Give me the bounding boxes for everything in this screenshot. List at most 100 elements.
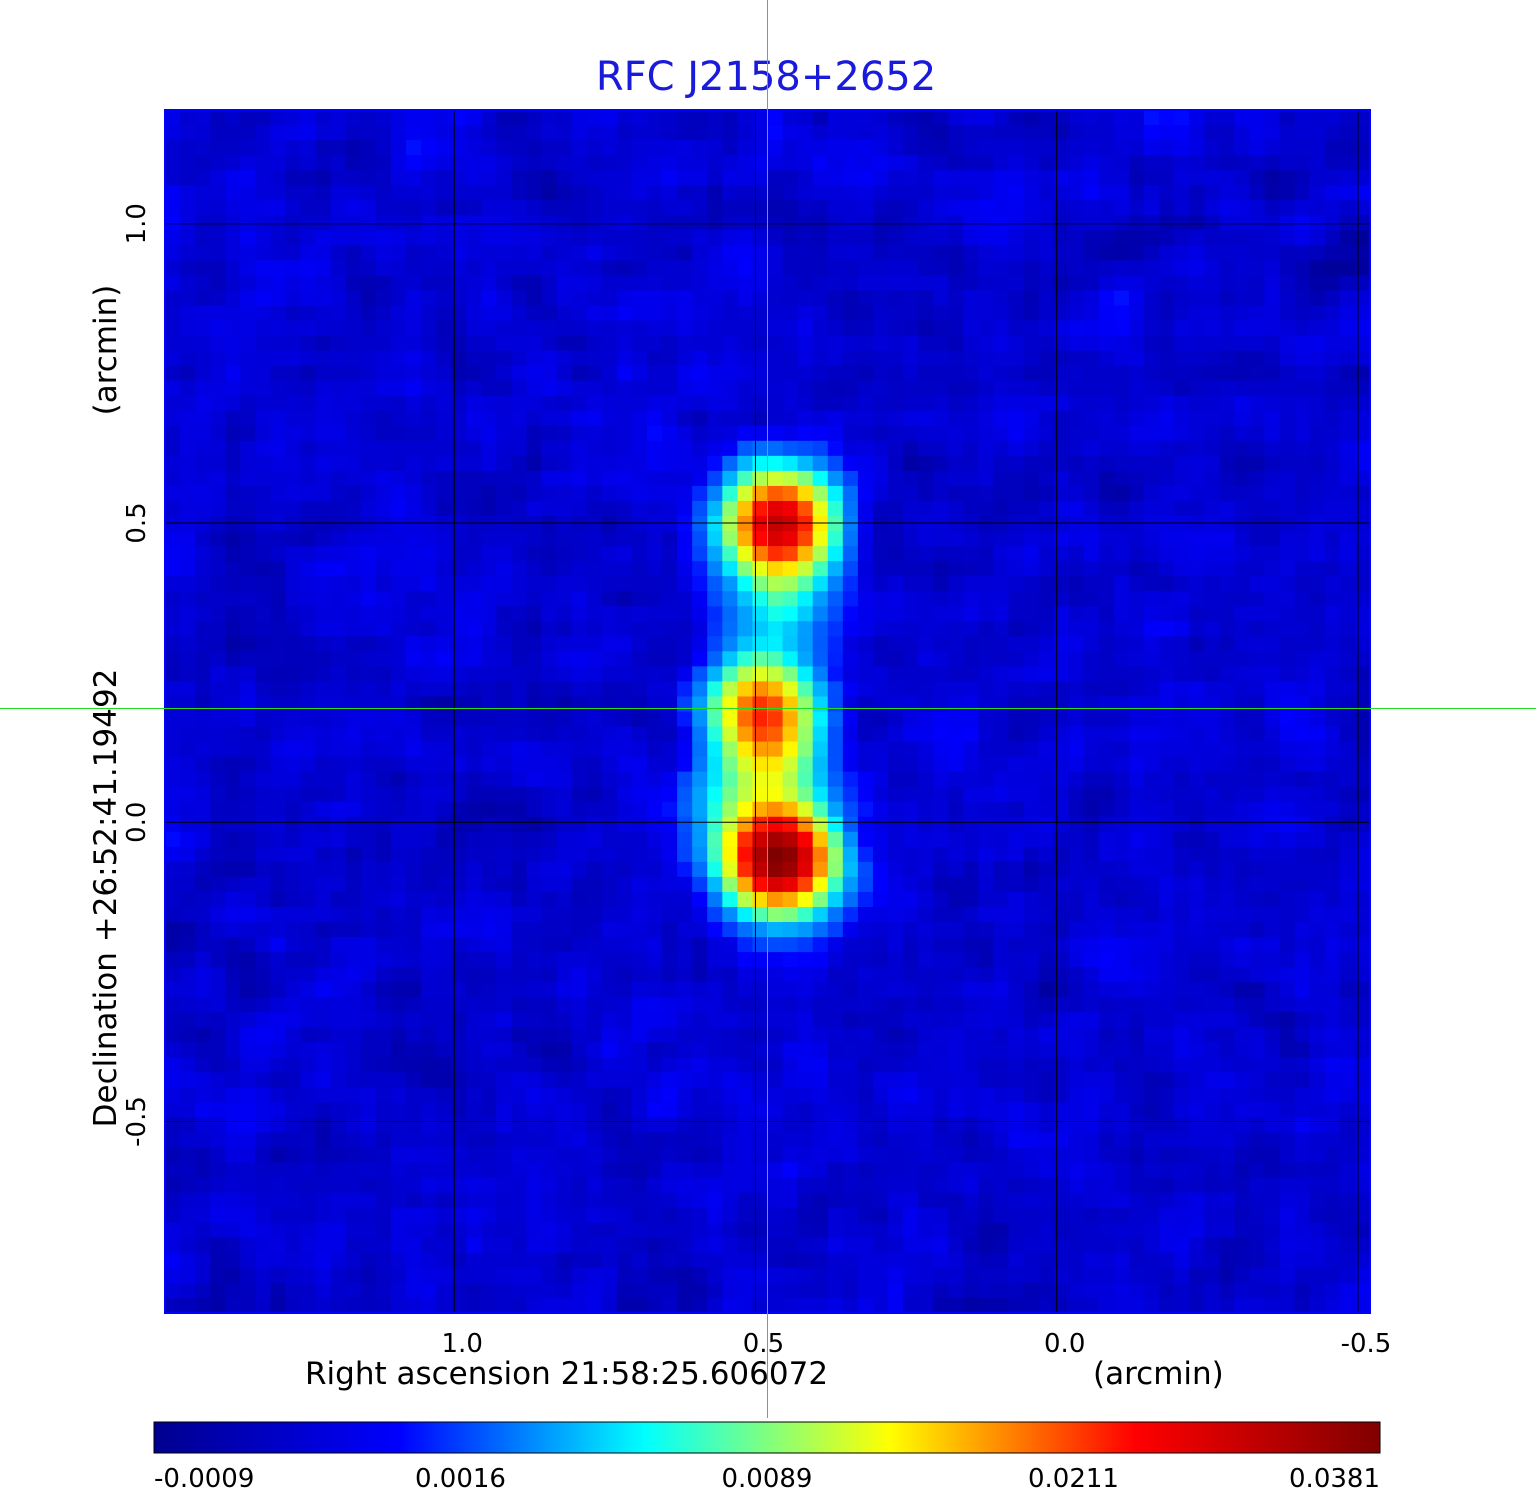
heatmap-pixel bbox=[1008, 576, 1025, 592]
heatmap-pixel bbox=[903, 726, 919, 743]
heatmap-pixel bbox=[406, 1027, 422, 1043]
heatmap-pixel bbox=[1189, 410, 1205, 427]
heatmap-pixel bbox=[285, 636, 302, 652]
heatmap-pixel bbox=[1023, 546, 1040, 562]
heatmap-pixel bbox=[616, 831, 633, 848]
heatmap-pixel bbox=[677, 591, 693, 607]
heatmap-pixel bbox=[360, 425, 377, 442]
heatmap-pixel bbox=[1204, 937, 1220, 953]
heatmap-pixel bbox=[1234, 982, 1251, 998]
heatmap-pixel bbox=[1219, 576, 1236, 592]
heatmap-pixel bbox=[375, 531, 392, 547]
heatmap-pixel bbox=[1339, 305, 1356, 322]
heatmap-pixel bbox=[1038, 621, 1055, 637]
heatmap-pixel bbox=[315, 305, 332, 322]
heatmap-pixel bbox=[481, 500, 497, 517]
heatmap-pixel bbox=[466, 365, 482, 382]
heatmap-pixel bbox=[1068, 786, 1085, 803]
heatmap-pixel bbox=[767, 606, 784, 622]
heatmap-pixel bbox=[466, 425, 482, 442]
heatmap-pixel bbox=[330, 982, 347, 998]
heatmap-pixel bbox=[165, 245, 181, 261]
heatmap-pixel bbox=[511, 290, 528, 307]
heatmap-pixel bbox=[1083, 440, 1100, 457]
heatmap-pixel bbox=[888, 997, 904, 1013]
heatmap-pixel bbox=[647, 516, 663, 532]
heatmap-pixel bbox=[180, 380, 196, 397]
heatmap-pixel bbox=[571, 395, 588, 412]
heatmap-pixel bbox=[466, 110, 482, 126]
heatmap-pixel bbox=[1294, 440, 1311, 457]
heatmap-pixel bbox=[270, 846, 287, 863]
heatmap-pixel bbox=[345, 576, 362, 592]
heatmap-pixel bbox=[692, 185, 708, 201]
heatmap-pixel bbox=[797, 576, 814, 592]
heatmap-pixel bbox=[526, 260, 543, 277]
heatmap-pixel bbox=[571, 455, 588, 472]
heatmap-pixel bbox=[903, 891, 919, 908]
heatmap-pixel bbox=[300, 621, 317, 637]
heatmap-pixel bbox=[1309, 125, 1326, 141]
heatmap-pixel bbox=[993, 215, 1010, 231]
heatmap-pixel bbox=[285, 937, 302, 953]
heatmap-pixel bbox=[1219, 876, 1236, 893]
heatmap-pixel bbox=[180, 831, 196, 848]
heatmap-pixel bbox=[1038, 801, 1055, 818]
heatmap-pixel bbox=[345, 651, 362, 667]
heatmap-pixel bbox=[707, 320, 723, 337]
heatmap-pixel bbox=[541, 110, 558, 126]
heatmap-pixel bbox=[496, 591, 513, 607]
heatmap-pixel bbox=[827, 305, 844, 322]
heatmap-pixel bbox=[647, 801, 663, 818]
heatmap-pixel bbox=[270, 666, 287, 683]
heatmap-pixel bbox=[812, 636, 829, 652]
heatmap-pixel bbox=[1279, 470, 1296, 487]
heatmap-pixel bbox=[872, 801, 889, 818]
heatmap-pixel bbox=[677, 651, 693, 667]
heatmap-pixel bbox=[677, 275, 693, 292]
heatmap-pixel bbox=[225, 771, 241, 788]
heatmap-pixel bbox=[541, 997, 558, 1013]
heatmap-pixel bbox=[1129, 831, 1145, 848]
heatmap-pixel bbox=[1008, 816, 1025, 833]
heatmap-pixel bbox=[1098, 891, 1115, 908]
heatmap-pixel bbox=[1294, 621, 1311, 637]
heatmap-pixel bbox=[375, 937, 392, 953]
heatmap-pixel bbox=[647, 681, 663, 698]
heatmap-pixel bbox=[857, 305, 874, 322]
heatmap-pixel bbox=[240, 711, 256, 728]
heatmap-pixel bbox=[933, 485, 949, 502]
heatmap-pixel bbox=[270, 425, 287, 442]
heatmap-pixel bbox=[451, 516, 467, 532]
heatmap-pixel bbox=[722, 125, 738, 141]
heatmap-pixel bbox=[541, 185, 558, 201]
heatmap-pixel bbox=[1219, 335, 1236, 352]
heatmap-pixel bbox=[918, 906, 934, 923]
heatmap-pixel bbox=[315, 576, 332, 592]
heatmap-pixel bbox=[812, 500, 829, 517]
heatmap-pixel bbox=[1144, 305, 1160, 322]
heatmap-pixel bbox=[1053, 997, 1070, 1013]
heatmap-pixel bbox=[1294, 1027, 1311, 1043]
heatmap-pixel bbox=[421, 1027, 437, 1043]
heatmap-pixel bbox=[872, 230, 889, 246]
heatmap-pixel bbox=[240, 500, 256, 517]
heatmap-pixel bbox=[511, 230, 528, 246]
heatmap-pixel bbox=[857, 470, 874, 487]
heatmap-pixel bbox=[255, 305, 272, 322]
heatmap-pixel bbox=[631, 260, 648, 277]
heatmap-pixel bbox=[496, 711, 513, 728]
heatmap-pixel bbox=[345, 741, 362, 758]
heatmap-pixel bbox=[390, 485, 407, 502]
heatmap-pixel bbox=[330, 455, 347, 472]
heatmap-pixel bbox=[752, 876, 769, 893]
heatmap-pixel bbox=[436, 485, 452, 502]
heatmap-pixel bbox=[406, 741, 422, 758]
heatmap-pixel bbox=[496, 350, 513, 367]
heatmap-pixel bbox=[1234, 846, 1251, 863]
heatmap-pixel bbox=[225, 636, 241, 652]
heatmap-pixel bbox=[496, 155, 513, 171]
heatmap-pixel bbox=[406, 997, 422, 1013]
heatmap-pixel bbox=[225, 997, 241, 1013]
heatmap-pixel bbox=[993, 516, 1010, 532]
